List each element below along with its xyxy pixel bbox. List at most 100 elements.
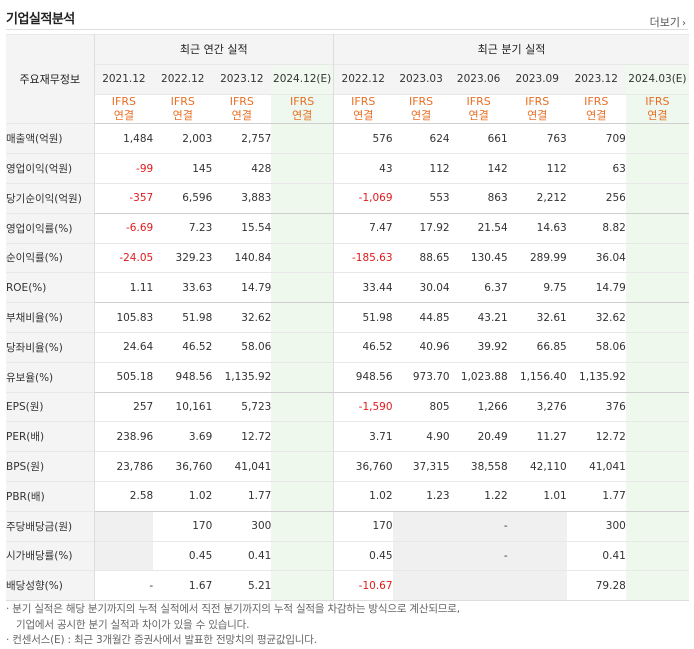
annual-value-cell: 7.23 [153, 212, 213, 244]
row-label: 영업이익(억원) [6, 153, 95, 184]
row-label: 배당성향(%) [6, 570, 95, 602]
table-row: 당좌비율(%) 24.64 46.52 58.06 46.52 40.96 39.92 66.… [6, 331, 689, 363]
quarter-value-cell: 1,266 [449, 391, 508, 422]
ifrs-label: IFRS 연결 [94, 93, 154, 124]
row-label: 영업이익률(%) [6, 212, 95, 244]
annual-value-cell [271, 480, 334, 512]
quarter-value-cell: - [449, 540, 508, 571]
table-row: 주당배당금(원) 170 300 170-300 [6, 510, 689, 542]
annual-value-cell [271, 182, 334, 214]
quarter-value-cell: 289.99 [507, 242, 567, 273]
quarter-value-cell [507, 510, 567, 542]
quarter-value-cell: 7.47 [333, 212, 393, 244]
annual-value-cell [94, 540, 154, 571]
footnote-1: · 분기 실적은 해당 분기까지의 누적 실적에서 직전 분기까지의 누적 실적… [6, 603, 460, 615]
quarter-value-cell: 112 [507, 153, 567, 184]
table-row: 시가배당률(%) 0.45 0.41 0.45-0.41 [6, 540, 689, 571]
quarter-value-cell: 38,558 [449, 451, 508, 482]
annual-value-cell: 105.83 [94, 302, 154, 333]
annual-value-cell: 46.52 [153, 331, 213, 363]
quarter-value-cell [625, 421, 689, 452]
ifrs-label: IFRS 연결 [566, 93, 626, 124]
quarter-value-cell: 709 [566, 123, 626, 154]
quarter-period-header: 2023.03 [392, 63, 450, 95]
quarter-value-cell [625, 272, 689, 303]
annual-period-header: 2023.12 [212, 63, 272, 95]
row-label: 부채비율(%) [6, 302, 95, 333]
row-label: PBR(배) [6, 480, 95, 512]
quarter-value-cell: 42,110 [507, 451, 567, 482]
quarter-value-cell: - [449, 510, 508, 542]
quarter-value-cell: 20.49 [449, 421, 508, 452]
quarter-value-cell: 17.92 [392, 212, 450, 244]
row-label: 당기순이익(억원) [6, 182, 95, 214]
quarter-period-header: 2023.09 [507, 63, 567, 95]
quarter-value-cell: 763 [507, 123, 567, 154]
annual-value-cell: 0.45 [153, 540, 213, 571]
quarter-value-cell: 376 [566, 391, 626, 422]
ifrs-label: IFRS 연결 [153, 93, 213, 124]
quarter-period-header: 2023.06 [449, 63, 508, 95]
more-link[interactable]: 더보기 › [650, 14, 686, 30]
annual-value-cell: 0.41 [212, 540, 272, 571]
quarter-value-cell: 553 [392, 182, 450, 214]
quarter-value-cell: 41,041 [566, 451, 626, 482]
quarter-value-cell: 63 [566, 153, 626, 184]
annual-period-header: 2024.12(E) [271, 63, 334, 95]
annual-value-cell: 2,003 [153, 123, 213, 154]
quarter-value-cell: 43 [333, 153, 393, 184]
annual-value-cell [94, 510, 154, 542]
quarter-value-cell [625, 510, 689, 542]
annual-value-cell: 257 [94, 391, 154, 422]
annual-value-cell: - [94, 570, 154, 602]
table-row: PER(배) 238.96 3.69 12.72 3.71 4.90 20.49 11.27 1… [6, 421, 689, 452]
quarter-value-cell: 12.72 [566, 421, 626, 452]
annual-value-cell [271, 123, 334, 154]
annual-value-cell [271, 421, 334, 452]
annual-value-cell: 12.72 [212, 421, 272, 452]
annual-value-cell [271, 510, 334, 542]
annual-value-cell [271, 302, 334, 333]
quarter-value-cell: 973.70 [392, 361, 450, 393]
annual-value-cell: 3.69 [153, 421, 213, 452]
annual-value-cell: 1.02 [153, 480, 213, 512]
ifrs-label: IFRS 연결 [271, 93, 334, 124]
quarter-value-cell: 32.62 [566, 302, 626, 333]
table-row: 영업이익(억원) -99 145 428 43 112 142 112 63 [6, 153, 689, 184]
footnote-1-cont: 기업에서 공시한 분기 실적과 차이가 있을 수 있습니다. [16, 618, 250, 631]
quarter-value-cell [625, 540, 689, 571]
table-row: 배당성향(%) -1.67 5.21 -10.67 79.28 [6, 570, 689, 602]
annual-value-cell: 2.58 [94, 480, 154, 512]
quarter-period-header: 2022.12 [333, 63, 393, 95]
row-label: 매출액(억원) [6, 123, 95, 154]
row-label: 유보율(%) [6, 361, 95, 393]
annual-value-cell [271, 361, 334, 393]
annual-value-cell: 14.79 [212, 272, 272, 303]
quarter-value-cell: 2,212 [507, 182, 567, 214]
annual-value-cell: 10,161 [153, 391, 213, 422]
quarter-value-cell: 21.54 [449, 212, 508, 244]
quarter-value-cell: 0.41 [566, 540, 626, 571]
quarter-value-cell: 32.61 [507, 302, 567, 333]
footnotes: · 분기 실적은 해당 분기까지의 누적 실적에서 직전 분기까지의 누적 실적… [6, 602, 686, 649]
quarter-value-cell [625, 391, 689, 422]
quarter-value-cell: -10.67 [333, 570, 393, 602]
quarter-value-cell [507, 540, 567, 571]
annual-value-cell: 5.21 [212, 570, 272, 602]
annual-value-cell [271, 540, 334, 571]
annual-value-cell [271, 153, 334, 184]
annual-value-cell: 6,596 [153, 182, 213, 214]
annual-value-cell: 51.98 [153, 302, 213, 333]
quarter-value-cell: 130.45 [449, 242, 508, 273]
table-row: 부채비율(%) 105.83 51.98 32.62 51.98 44.85 43.21 32… [6, 302, 689, 333]
row-label: 주당배당금(원) [6, 510, 95, 542]
ifrs-label: IFRS 연결 [449, 93, 508, 124]
quarter-period-header: 2023.12 [566, 63, 626, 95]
financial-table: 주요재무정보 최근 연간 실적 최근 분기 실적 2021.12 2022.12 2… [6, 33, 689, 602]
quarter-value-cell: 46.52 [333, 331, 393, 363]
annual-value-cell: 300 [212, 510, 272, 542]
table-row: BPS(원) 23,786 36,760 41,041 36,760 37,315 38,5… [6, 451, 689, 482]
quarter-value-cell [625, 302, 689, 333]
annual-value-cell: 238.96 [94, 421, 154, 452]
quarter-value-cell [625, 123, 689, 154]
